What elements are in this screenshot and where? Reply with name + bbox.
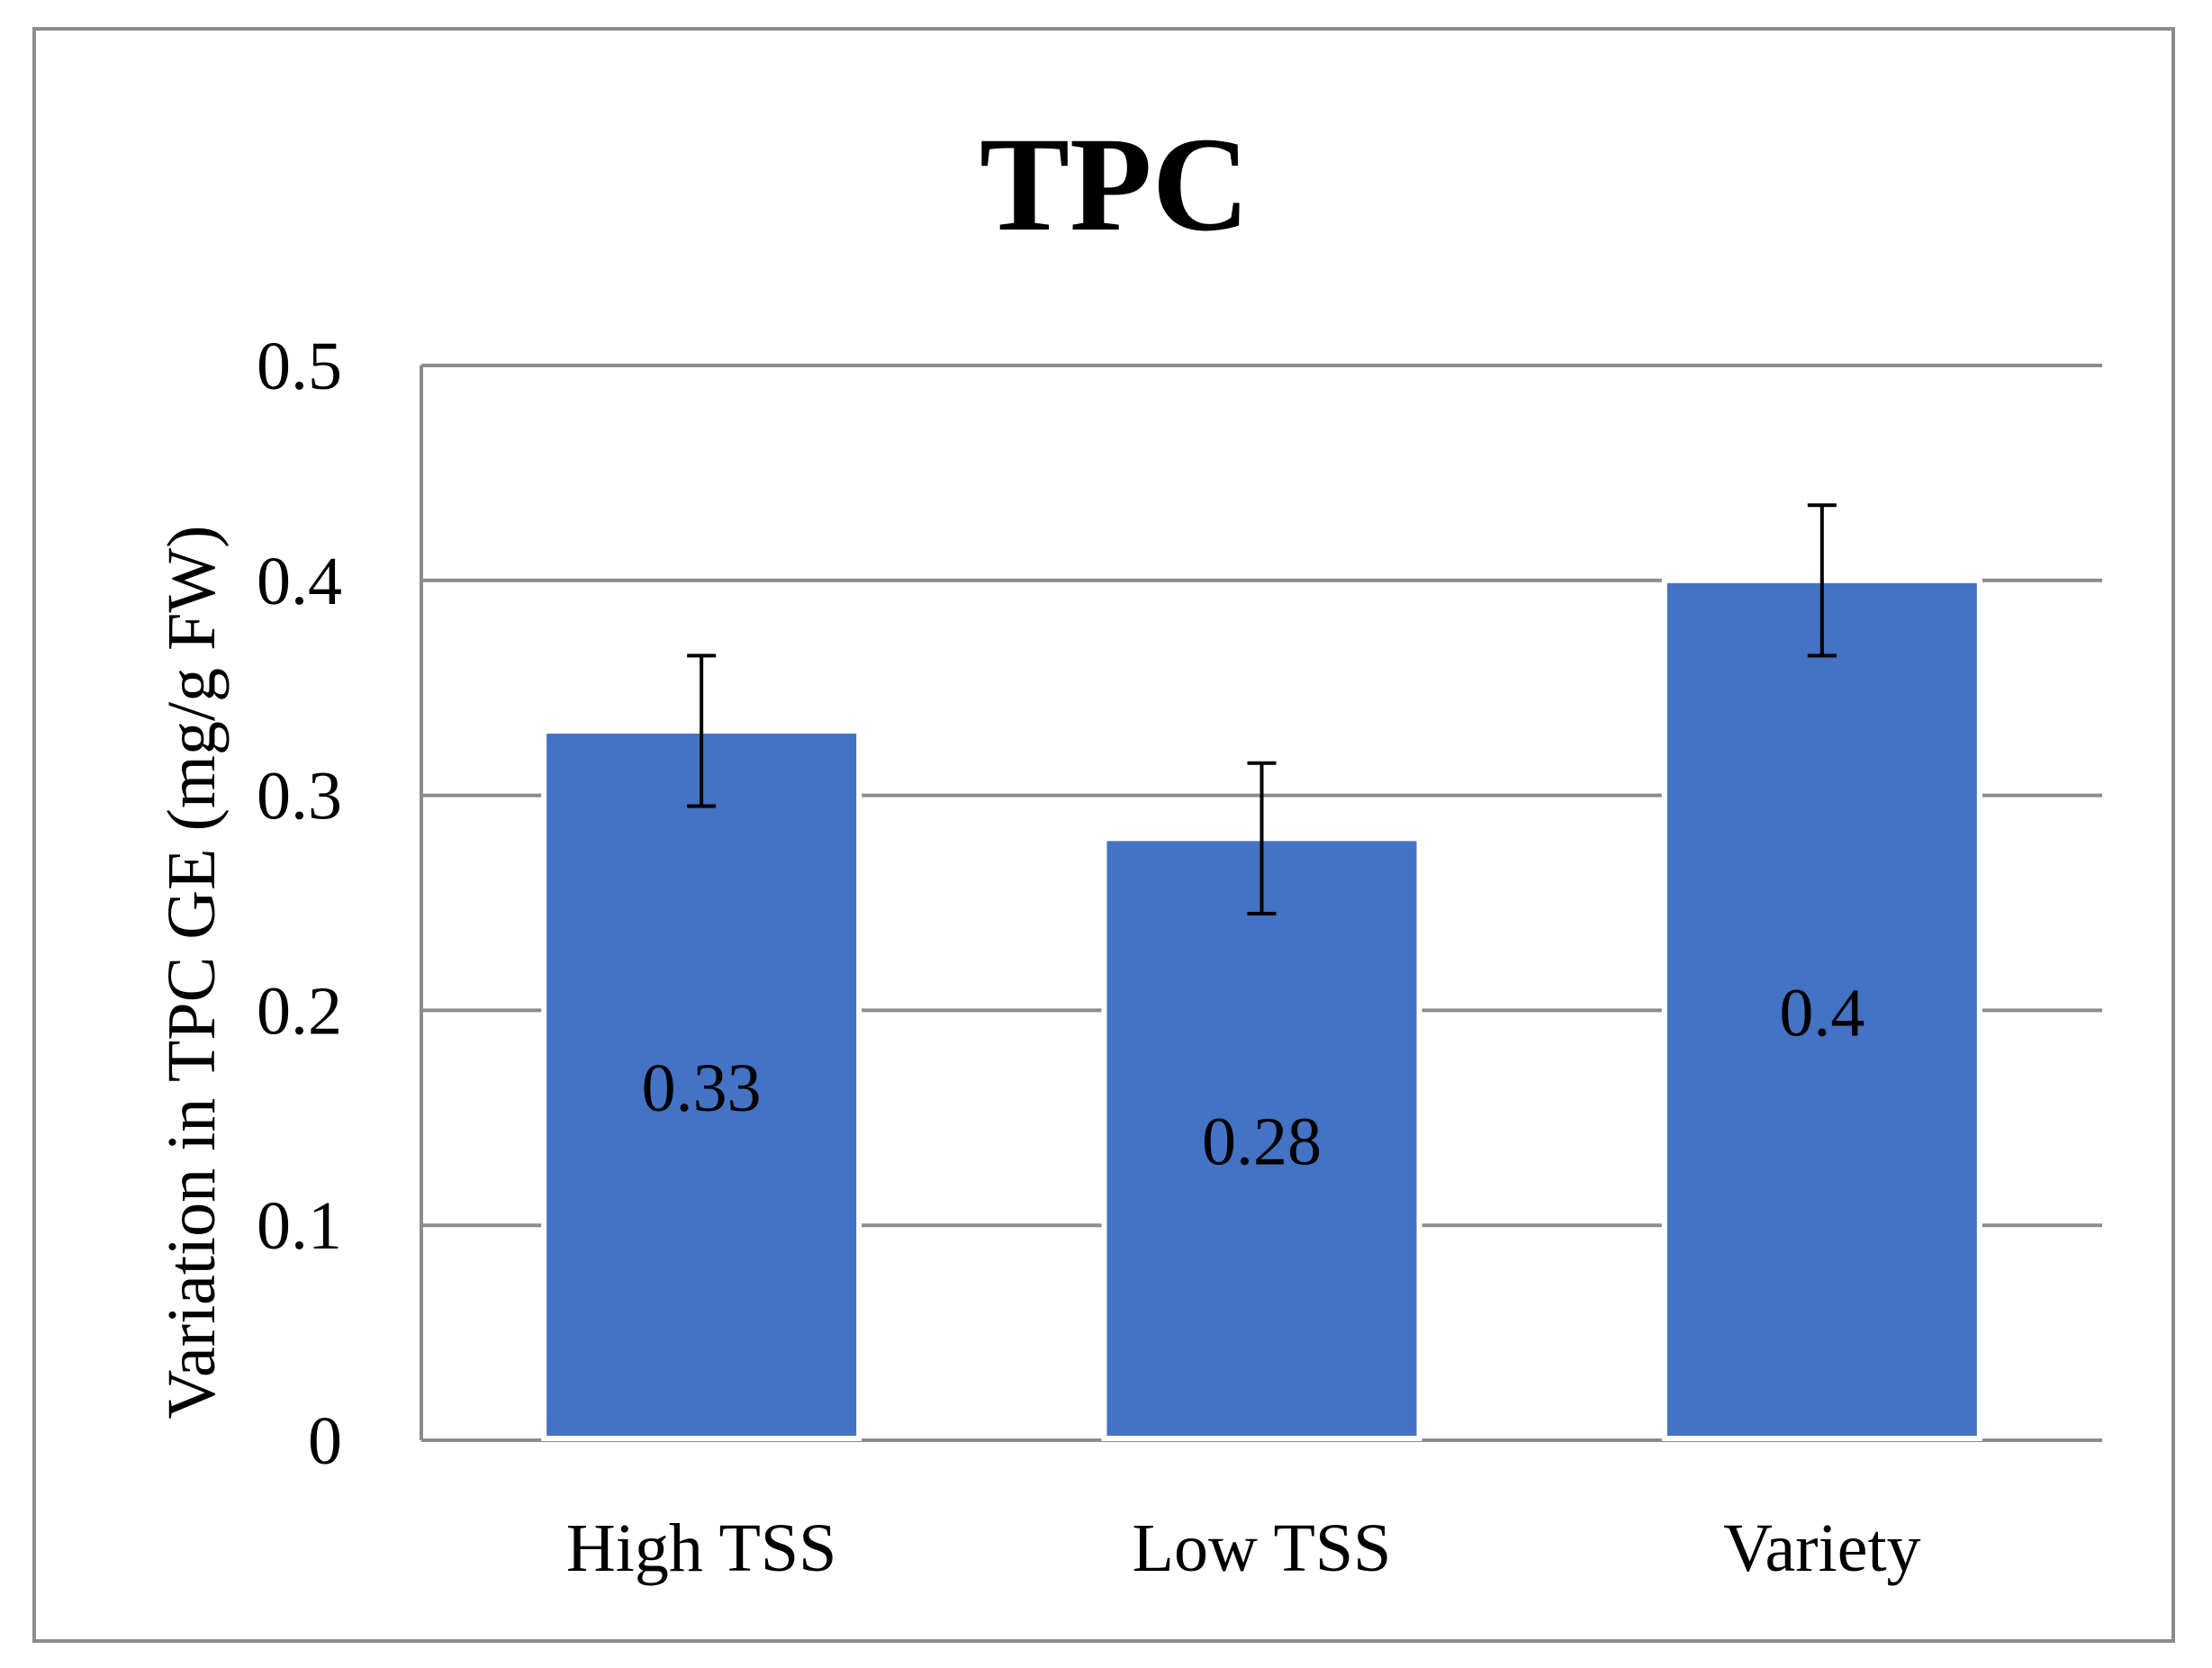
y-tick-label: 0.3 <box>257 759 342 834</box>
y-tick-label: 0.5 <box>257 329 342 404</box>
y-axis-label: Variation in TPC GE (mg/g FW) <box>154 526 230 1420</box>
y-tick-label: 0.1 <box>257 1188 342 1264</box>
bar <box>541 727 862 1441</box>
data-label: 0.28 <box>1202 1104 1322 1180</box>
data-label: 0.33 <box>642 1050 762 1126</box>
y-tick-label: 0 <box>308 1403 342 1479</box>
data-label: 0.4 <box>1779 975 1864 1050</box>
y-tick-label: 0.2 <box>257 973 342 1049</box>
bars <box>541 577 1982 1441</box>
x-tick-label: Low TSS <box>1133 1510 1392 1586</box>
x-tick-labels: High TSS Low TSS Variety <box>566 1510 1921 1586</box>
x-tick-label: High TSS <box>566 1510 837 1586</box>
x-tick-label: Variety <box>1723 1510 1920 1586</box>
bar <box>1101 835 1422 1441</box>
y-tick-label: 0.4 <box>257 544 342 619</box>
data-labels: 0.33 0.28 0.4 <box>642 975 1865 1179</box>
error-bars <box>687 503 1837 915</box>
y-tick-labels: 0 0.1 0.2 0.3 0.4 0.5 <box>257 329 342 1479</box>
bar <box>1661 577 1982 1441</box>
chart-title: TPC <box>980 110 1250 259</box>
